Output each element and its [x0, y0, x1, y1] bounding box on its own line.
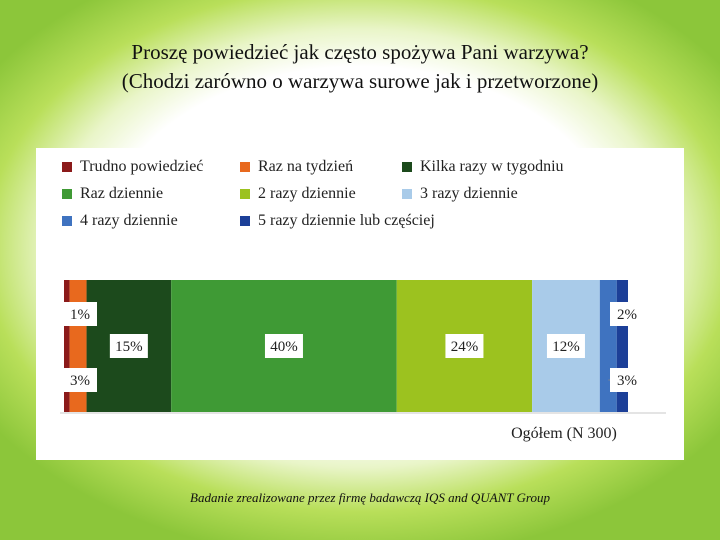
- data-label-box: [63, 302, 97, 326]
- data-labels: 1% 3% 15% 40% 24% 12% 3% 2%: [63, 302, 644, 392]
- legend-swatch: [62, 216, 72, 226]
- bar-segment-8: [616, 280, 628, 412]
- data-label-1: 1%: [70, 307, 90, 323]
- data-label-box: [546, 334, 585, 358]
- data-label-box: [109, 334, 148, 358]
- slide-title: Proszę powiedzieć jak często spożywa Pan…: [40, 38, 680, 96]
- legend-label: Kilka razy w tygodniu: [420, 158, 564, 175]
- legend-item-raz-dziennie: Raz dziennie: [62, 183, 163, 205]
- legend-swatch: [402, 162, 412, 172]
- legend-label: Raz dziennie: [80, 185, 164, 202]
- legend-swatch: [62, 189, 72, 199]
- stacked-bar-chart: 1% 3% 15% 40% 24% 12% 3% 2% Ogółem (N 300): [60, 280, 666, 442]
- category-label: Ogółem (N 300): [511, 425, 617, 442]
- data-label-box: [63, 368, 97, 392]
- data-label-2: 3%: [70, 373, 90, 389]
- bar-segment-2: [69, 280, 87, 412]
- data-label-box: [610, 302, 644, 326]
- data-label-7: 3%: [617, 373, 637, 389]
- chart-panel: Trudno powiedzieć Raz na tydzień Kilka r…: [36, 148, 684, 460]
- bar-segment-7: [599, 280, 617, 412]
- data-label-3: 15%: [115, 339, 143, 355]
- legend-item-3-razy-dziennie: 3 razy dziennie: [402, 183, 518, 205]
- chart-legend: Trudno powiedzieć Raz na tydzień Kilka r…: [62, 156, 662, 236]
- legend-swatch: [62, 162, 72, 172]
- bar-segments: [64, 280, 628, 412]
- title-line-2: (Chodzi zarówno o warzywa surowe jak i p…: [121, 69, 599, 93]
- legend-label: Raz na tydzień: [258, 158, 354, 175]
- legend-item-kilka-razy-w-tygodniu: Kilka razy w tygodniu: [402, 156, 564, 178]
- legend-label: 5 razy dziennie lub częściej: [258, 212, 435, 229]
- data-label-box: [264, 334, 303, 358]
- legend-item-raz-na-tydzien: Raz na tydzień: [240, 156, 353, 178]
- legend-swatch: [240, 189, 250, 199]
- legend-swatch: [402, 189, 412, 199]
- title-line-1: Proszę powiedzieć jak często spożywa Pan…: [131, 40, 589, 64]
- data-label-box: [445, 334, 484, 358]
- data-label-6: 12%: [552, 339, 580, 355]
- legend-swatch: [240, 162, 250, 172]
- legend-item-4-razy-dziennie: 4 razy dziennie: [62, 210, 178, 232]
- data-label-8: 2%: [617, 307, 637, 323]
- legend-swatch: [240, 216, 250, 226]
- data-label-5: 24%: [451, 339, 479, 355]
- source-footnote: Badanie zrealizowane przez firmę badawcz…: [190, 490, 550, 505]
- legend-label: Trudno powiedzieć: [80, 158, 204, 175]
- legend-label: 4 razy dziennie: [80, 212, 178, 229]
- legend-label: 3 razy dziennie: [420, 185, 518, 202]
- legend-item-trudno-powiedziec: Trudno powiedzieć: [62, 156, 203, 178]
- bar-segment-1: [64, 280, 70, 412]
- data-label-box: [610, 368, 644, 392]
- legend-label: 2 razy dziennie: [258, 185, 356, 202]
- legend-item-2-razy-dziennie: 2 razy dziennie: [240, 183, 356, 205]
- legend-item-5-razy-dziennie: 5 razy dziennie lub częściej: [240, 210, 435, 232]
- data-label-4: 40%: [270, 339, 298, 355]
